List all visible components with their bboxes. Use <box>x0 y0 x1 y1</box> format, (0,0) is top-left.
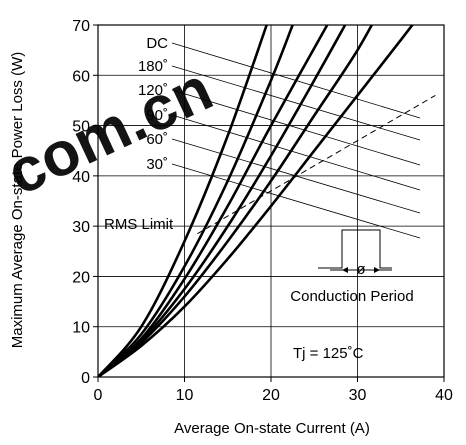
label-leader-line <box>171 65 421 141</box>
conduction-symbol: ø <box>356 261 365 278</box>
y-tick-label: 60 <box>72 68 90 85</box>
y-tick-label: 0 <box>81 370 90 387</box>
curve-label: 30˚ <box>146 156 168 173</box>
watermark-text: com.cn <box>0 54 223 208</box>
curve-labels: DC 180˚ 120˚ 90˚ 60˚ 30˚ <box>138 35 168 173</box>
y-tick-label: 20 <box>72 269 90 286</box>
curve-label: DC <box>146 35 168 52</box>
conduction-arrow-left-head <box>342 267 348 273</box>
x-tick-label: 10 <box>176 387 194 404</box>
curve-label: 120˚ <box>138 82 168 99</box>
curve-60deg <box>98 25 294 377</box>
curve-30deg <box>98 25 268 377</box>
label-leader-line <box>171 163 421 239</box>
label-leaders <box>171 42 421 239</box>
conduction-period-inset: ø Conduction Period <box>290 229 414 305</box>
rms-limit-line <box>197 94 436 235</box>
y-tick-label: 10 <box>72 320 90 337</box>
conduction-arrow-right-head <box>374 267 380 273</box>
curve-label: 90˚ <box>146 107 168 124</box>
y-axis-title: Maximum Average On-state Power Loss (W) <box>9 52 26 348</box>
label-leader-line <box>171 114 421 191</box>
x-tick-label: 30 <box>349 387 367 404</box>
curve-label: 60˚ <box>146 131 168 148</box>
conduction-period-label: Conduction Period <box>290 288 413 305</box>
label-leader-line <box>171 89 421 166</box>
x-tick-label: 0 <box>94 387 103 404</box>
y-tick-label: 40 <box>72 169 90 186</box>
x-axis-title: Average On-state Current (A) <box>174 420 370 437</box>
curve-180deg <box>98 25 374 377</box>
curve-dc <box>98 25 414 377</box>
x-tick-label: 20 <box>262 387 280 404</box>
y-tick-label: 30 <box>72 219 90 236</box>
rms-limit-dashed <box>197 94 436 235</box>
curve-120deg <box>98 25 347 377</box>
y-tick-label: 50 <box>72 119 90 136</box>
conduction-waveform <box>318 229 392 269</box>
x-tick-label: 40 <box>435 387 453 404</box>
junction-temperature-label: Tj = 125˚C <box>293 345 364 362</box>
axis-ticks: 0 10 20 30 40 0 10 20 30 40 50 60 70 <box>72 18 453 404</box>
series-curves <box>98 25 414 377</box>
rms-limit-label: RMS Limit <box>104 216 174 233</box>
curve-90deg <box>98 25 329 377</box>
curve-label: 180˚ <box>138 58 168 75</box>
y-tick-label: 70 <box>72 18 90 35</box>
watermark: com.cn <box>0 54 223 208</box>
